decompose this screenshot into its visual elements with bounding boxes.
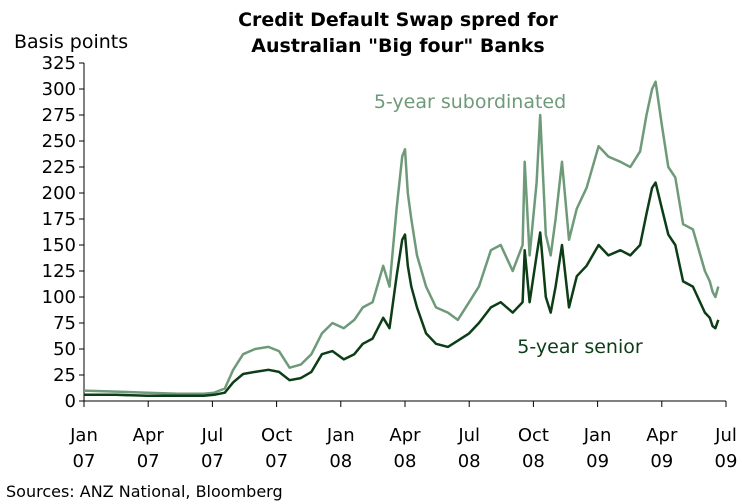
y-tick-label: 175 [42,209,76,230]
x-tick-label-month: Apr [389,425,421,446]
x-tick-label-year: 07 [73,451,96,472]
x-tick-label-year: 09 [650,451,673,472]
x-tick-label-year: 09 [715,451,738,472]
y-tick-label: 75 [53,313,76,334]
legend-label-subordinated: 5-year subordinated [374,91,566,113]
x-tick-label-year: 08 [394,451,417,472]
x-tick-label-month: Jul [714,425,737,446]
x-tick-label-year: 07 [265,451,288,472]
x-tick-label-month: Jul [457,425,480,446]
x-tick-label-month: Jan [583,425,612,446]
x-tick-label-year: 08 [522,451,545,472]
x-tick-label-month: Oct [518,425,549,446]
y-tick-label: 125 [42,261,76,282]
x-tick-label-year: 09 [586,451,609,472]
y-tick-label: 300 [42,79,76,100]
series-group [83,80,720,398]
x-tick-label-year: 07 [201,451,224,472]
y-tick-label: 25 [53,365,76,386]
series-line-subordinated [83,80,720,395]
x-tick-label-month: Jan [326,425,355,446]
y-axis: 0 25 50 75 100 125 150 175 200 225 250 275 300 325 [42,53,84,412]
x-tick-label-year: 08 [458,451,481,472]
x-tick-label-month: Apr [646,425,678,446]
y-tick-label: 150 [42,235,76,256]
y-tick-label: 325 [42,53,76,74]
x-tick-label-month: Oct [261,425,292,446]
y-tick-label: 50 [53,339,76,360]
y-tick-label: 275 [42,105,76,126]
y-tick-label: 200 [42,183,76,204]
chart-title-line-1: Credit Default Swap spred for [238,9,558,31]
x-tick-label-year: 07 [137,451,160,472]
source-note: Sources: ANZ National, Bloomberg [6,482,283,501]
y-axis-unit-label: Basis points [14,31,128,53]
chart-title-line-2: Australian "Big four" Banks [251,35,544,57]
y-tick-label: 250 [42,131,76,152]
y-tick-label: 0 [65,391,76,412]
legend-label-senior: 5-year senior [517,336,643,358]
x-axis: Jan 07 Apr 07 Jul 07 Oct 07 Jan 08 Apr 08 Jul 08 Oct 08… [69,401,737,472]
x-tick-label-month: Apr [133,425,165,446]
x-tick-label-year: 08 [329,451,352,472]
y-tick-label: 100 [42,287,76,308]
x-tick-label-month: Jul [201,425,224,446]
x-tick-label-month: Jan [69,425,98,446]
y-tick-label: 225 [42,157,76,178]
series-line-senior [84,181,720,398]
